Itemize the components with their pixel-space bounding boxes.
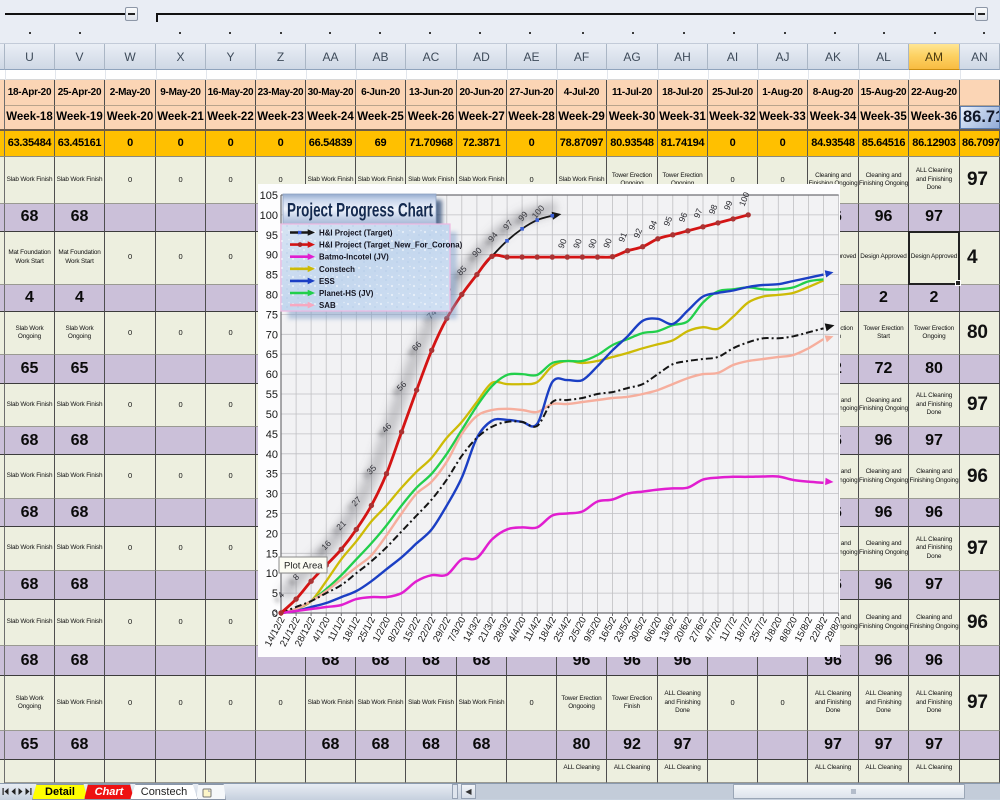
svg-text:30: 30 <box>266 489 278 501</box>
svg-text:90: 90 <box>601 237 614 250</box>
svg-text:90: 90 <box>586 237 599 250</box>
svg-text:H&I Project (Target_New_For_Co: H&I Project (Target_New_For_Corona) <box>319 241 463 250</box>
svg-text:100: 100 <box>260 210 278 222</box>
svg-text:Constech: Constech <box>319 265 355 274</box>
svg-text:4: 4 <box>276 590 287 601</box>
svg-text:8: 8 <box>287 577 298 588</box>
svg-text:20: 20 <box>266 528 278 540</box>
svg-text:0: 0 <box>270 607 281 618</box>
svg-text:Plot Area: Plot Area <box>284 561 323 572</box>
svg-text:90: 90 <box>571 237 584 250</box>
svg-text:SAB: SAB <box>319 301 336 310</box>
svg-text:0: 0 <box>272 608 278 620</box>
svg-text:94: 94 <box>646 219 659 232</box>
svg-text:45: 45 <box>266 429 278 441</box>
svg-text:105: 105 <box>260 190 278 202</box>
svg-text:10: 10 <box>266 568 278 580</box>
svg-text:Project Progress Chart: Project Progress Chart <box>287 201 433 222</box>
svg-text:91: 91 <box>616 231 629 244</box>
svg-text:4: 4 <box>272 595 283 606</box>
svg-text:99: 99 <box>722 199 735 212</box>
svg-text:95: 95 <box>266 230 278 242</box>
svg-text:60: 60 <box>266 369 278 381</box>
svg-text:35: 35 <box>266 469 278 481</box>
svg-text:95: 95 <box>661 215 674 228</box>
svg-text:50: 50 <box>266 409 278 421</box>
svg-text:40: 40 <box>266 449 278 461</box>
svg-text:65: 65 <box>266 349 278 361</box>
svg-text:Planet-HS (JV): Planet-HS (JV) <box>319 289 374 298</box>
svg-text:85: 85 <box>266 270 278 282</box>
svg-text:90: 90 <box>556 237 569 250</box>
svg-text:15: 15 <box>266 548 278 560</box>
svg-text:25: 25 <box>266 509 278 521</box>
svg-text:70: 70 <box>266 329 278 341</box>
svg-text:97: 97 <box>692 207 705 220</box>
svg-text:96: 96 <box>676 211 689 224</box>
svg-text:90: 90 <box>266 250 278 262</box>
svg-text:92: 92 <box>631 227 644 240</box>
svg-text:75: 75 <box>266 309 278 321</box>
svg-text:ESS: ESS <box>319 277 335 286</box>
svg-text:8: 8 <box>291 572 302 583</box>
svg-text:98: 98 <box>707 203 720 216</box>
svg-text:Batmo-Incotel (JV): Batmo-Incotel (JV) <box>319 253 389 262</box>
svg-text:5: 5 <box>272 588 278 600</box>
svg-text:H&I Project (Target): H&I Project (Target) <box>319 229 393 238</box>
svg-text:55: 55 <box>266 389 278 401</box>
svg-text:80: 80 <box>266 290 278 302</box>
